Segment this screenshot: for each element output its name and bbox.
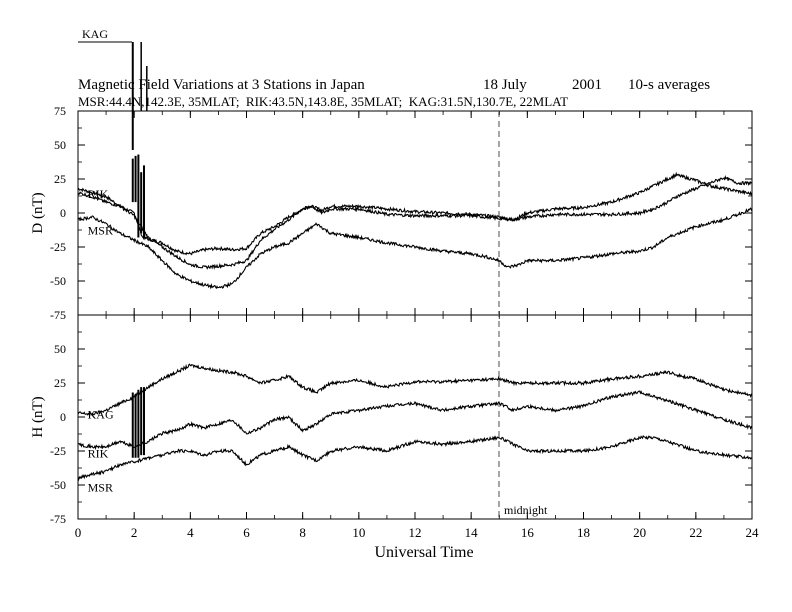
y-tick-label: -75 xyxy=(50,308,66,322)
series-line-kag xyxy=(78,171,753,256)
x-axis-label: Universal Time xyxy=(374,544,473,561)
midnight-label: midnight xyxy=(504,503,548,517)
d-axis-label: D (nT) xyxy=(30,192,46,233)
kag-top-label: KAG xyxy=(82,27,108,41)
x-tick-label: 14 xyxy=(465,525,479,540)
x-tick-label: 0 xyxy=(75,525,82,540)
x-tick-label: 20 xyxy=(633,525,646,540)
station-label: RIK xyxy=(88,187,109,201)
chart-averaging: 10-s averages xyxy=(628,77,710,93)
chart-year: 2001 xyxy=(572,77,602,93)
station-label: MSR xyxy=(88,224,113,238)
y-tick-label: -75 xyxy=(50,512,66,526)
x-tick-label: 10 xyxy=(352,525,365,540)
x-tick-label: 22 xyxy=(689,525,702,540)
station-label: MSR xyxy=(88,481,113,495)
series-line-rik xyxy=(77,390,753,451)
y-tick-label: 0 xyxy=(60,410,66,424)
d-panel-frame xyxy=(77,110,753,316)
chart-date: 18 July xyxy=(483,77,527,93)
series-line-msr xyxy=(77,434,753,482)
chart-marks: 0 2 4 6 8 10 12 14 16 18 20 22 247550250-25-50-75RIK… xyxy=(50,42,759,540)
y-tick-label: 50 xyxy=(54,138,66,152)
x-tick-label: 18 xyxy=(577,525,590,540)
series-line-msr xyxy=(77,207,753,290)
y-tick-label: -25 xyxy=(50,444,66,458)
x-tick-label: 16 xyxy=(521,525,535,540)
y-tick-label: 0 xyxy=(60,206,66,220)
station-label: KAG xyxy=(88,407,114,421)
chart-subtitle: MSR:44.4N,142.3E, 35MLAT; RIK:43.5N,143.… xyxy=(78,94,568,109)
x-tick-label: 2 xyxy=(131,525,138,540)
x-tick-label: 6 xyxy=(243,525,250,540)
series-line-kag xyxy=(77,363,753,417)
y-tick-label: 25 xyxy=(54,376,66,390)
station-label: RIK xyxy=(88,447,109,461)
y-tick-label: 50 xyxy=(54,342,66,356)
chart-title: Magnetic Field Variations at 3 Stations … xyxy=(78,77,365,93)
x-tick-label: 12 xyxy=(409,525,422,540)
x-tick-label: 8 xyxy=(299,525,306,540)
series-line-rik xyxy=(77,175,753,270)
y-tick-label: -50 xyxy=(50,274,66,288)
x-tick-label: 4 xyxy=(187,525,194,540)
h-panel-frame xyxy=(77,314,753,520)
y-tick-label: -50 xyxy=(50,478,66,492)
y-tick-label: 25 xyxy=(54,172,66,186)
y-tick-label: 75 xyxy=(54,104,66,118)
x-tick-label: 24 xyxy=(746,525,760,540)
y-tick-label: -25 xyxy=(50,240,66,254)
h-axis-label: H (nT) xyxy=(30,396,46,437)
